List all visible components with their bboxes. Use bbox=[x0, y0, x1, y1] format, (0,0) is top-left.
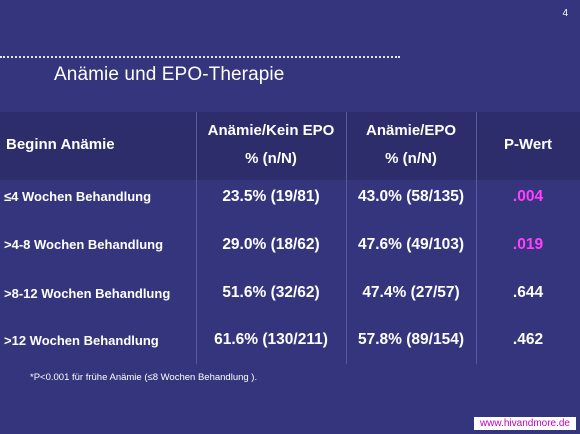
cell-p-value: .644 bbox=[512, 284, 544, 301]
column-divider bbox=[346, 112, 347, 364]
row-label: >12 Wochen Behandlung bbox=[4, 333, 159, 348]
cell-p-value: .004 bbox=[512, 188, 544, 205]
table-header-band bbox=[0, 112, 580, 180]
website-link[interactable]: www.hivandmore.de bbox=[473, 417, 576, 430]
cell-p-value: .462 bbox=[512, 331, 544, 348]
slide-title: Anämie und EPO-Therapie bbox=[54, 64, 285, 85]
footnote: *P<0.001 für frühe Anämie (≤8 Wochen Beh… bbox=[30, 372, 258, 383]
slide-number: 4 bbox=[562, 8, 568, 19]
cell-no-epo: 29.0% (18/62) bbox=[222, 236, 320, 253]
header-epo: Anämie/EPO bbox=[365, 122, 457, 139]
cell-epo: 47.4% (27/57) bbox=[362, 284, 460, 301]
row-label: >8-12 Wochen Behandlung bbox=[4, 286, 171, 301]
row-label: >4-8 Wochen Behandlung bbox=[4, 237, 164, 252]
header-no-epo: Anämie/Kein EPO bbox=[207, 122, 335, 139]
cell-no-epo: 23.5% (19/81) bbox=[222, 188, 320, 205]
header-p-value: P-Wert bbox=[503, 136, 553, 153]
column-divider bbox=[476, 112, 477, 364]
header-beginn-anaemie: Beginn Anämie bbox=[6, 136, 115, 153]
cell-no-epo: 61.6% (130/211) bbox=[214, 331, 328, 348]
header-epo-unit: % (n/N) bbox=[385, 150, 437, 167]
cell-epo: 43.0% (58/135) bbox=[358, 188, 464, 205]
cell-epo: 57.8% (89/154) bbox=[358, 331, 464, 348]
cell-p-value: .019 bbox=[512, 236, 544, 253]
cell-no-epo: 51.6% (32/62) bbox=[222, 284, 320, 301]
row-label: ≤4 Wochen Behandlung bbox=[4, 189, 152, 204]
column-divider bbox=[196, 112, 197, 364]
cell-epo: 47.6% (49/103) bbox=[358, 236, 464, 253]
results-table: Beginn Anämie Anämie/Kein EPO % (n/N) An… bbox=[0, 112, 580, 364]
dotted-divider bbox=[0, 56, 400, 58]
header-no-epo-unit: % (n/N) bbox=[245, 150, 297, 167]
